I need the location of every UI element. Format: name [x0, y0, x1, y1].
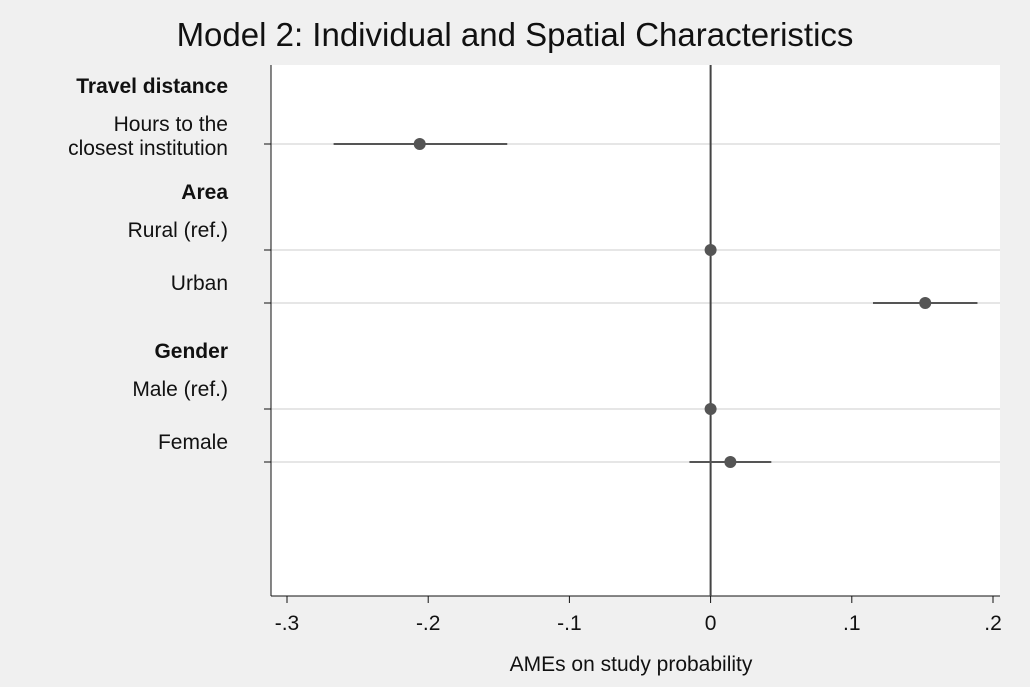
x-tick-label: .2: [984, 612, 1002, 635]
group-heading: Area: [181, 181, 228, 204]
estimate-point: [704, 403, 717, 415]
estimate-point: [919, 297, 932, 309]
estimate-point: [724, 456, 737, 468]
row-label: Hours to the: [114, 113, 228, 136]
x-axis-ticks: -.3 -.2 -.1 0 .1 .2: [275, 596, 1002, 635]
estimate-marks: [333, 138, 978, 468]
row-label: Urban: [171, 272, 228, 295]
x-axis-title: AMEs on study probability: [510, 653, 753, 676]
estimate-point: [704, 244, 717, 256]
plot-area: [271, 65, 1000, 596]
x-tick-label: -.2: [416, 612, 441, 635]
estimate-point: [413, 138, 426, 150]
group-heading: Travel distance: [76, 75, 228, 98]
x-tick-label: .1: [843, 612, 861, 635]
x-tick-label: -.3: [275, 612, 300, 635]
x-tick-label: 0: [705, 612, 717, 635]
row-label: Male (ref.): [132, 378, 228, 401]
row-label: Female: [158, 431, 228, 454]
group-heading: Gender: [154, 340, 228, 363]
chart-title: Model 2: Individual and Spatial Characte…: [177, 16, 854, 53]
x-tick-label: -.1: [557, 612, 582, 635]
row-label: closest institution: [68, 137, 228, 160]
row-label: Rural (ref.): [128, 219, 228, 242]
